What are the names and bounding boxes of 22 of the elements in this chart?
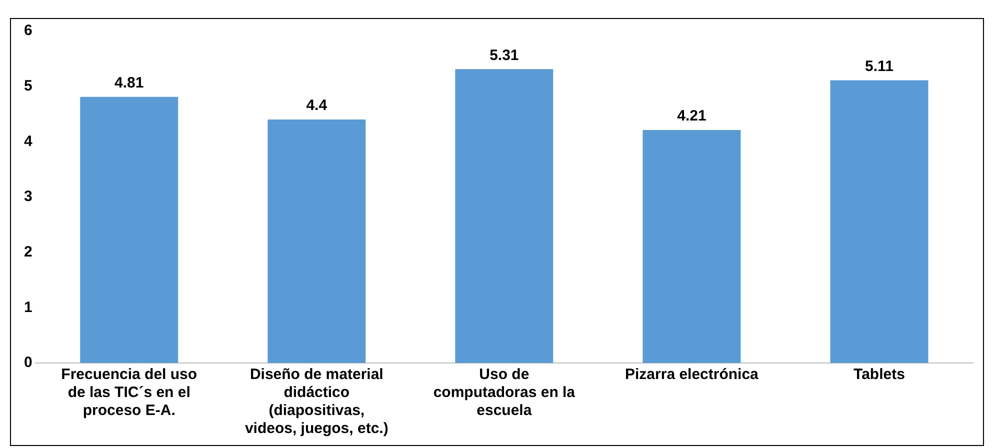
y-tick-label: 5 [24,77,32,94]
bar [80,96,178,363]
y-tick-label: 4 [24,132,33,150]
y-tick-label: 6 [24,22,32,40]
bar [642,130,741,363]
bar [268,120,366,363]
data-label: 4.4 [306,97,328,114]
bar [455,69,554,363]
y-tick-label: 0 [24,354,32,372]
y-tick-label: 2 [24,243,32,260]
bar [830,80,928,363]
x-tick-label: Diseño de material didáctico (diapositivas, videos, juegos, etc.) [244,366,388,438]
data-label: 4.21 [677,108,706,125]
x-tick-label: Tablets [854,366,905,384]
x-tick-label: Uso de computadoras en la escuela [433,366,576,420]
data-label: 5.31 [490,46,519,64]
y-tick-label: 3 [24,188,32,206]
x-tick-label: Pizarra electrónica [625,366,760,384]
y-tick-label: 1 [24,298,32,316]
x-tick-label: Frecuencia del uso de las TIC´s en el proceso E-A. [61,366,198,420]
data-label: 5.11 [865,58,894,75]
data-label: 4.81 [114,74,144,92]
